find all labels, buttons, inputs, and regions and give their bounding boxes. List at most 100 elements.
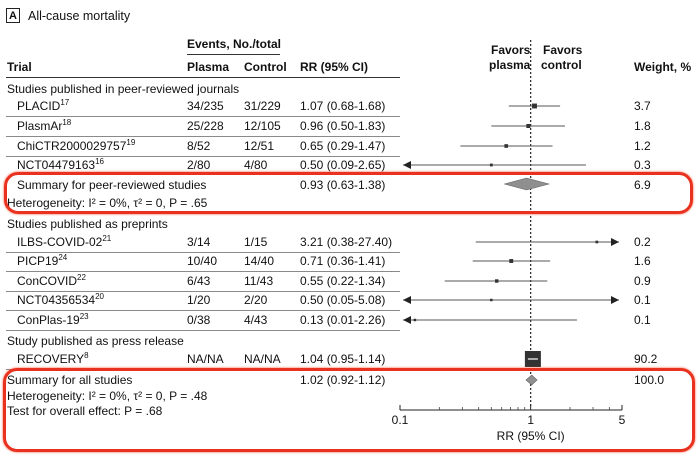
highlight-peer-summary <box>4 172 693 214</box>
weight-value: 0.1 <box>634 293 651 307</box>
effect-square <box>509 259 514 263</box>
favors-plasma-line1: Favors <box>491 43 531 57</box>
plasma-events: 34/235 <box>187 99 224 113</box>
study-name: NCT0435653420 <box>17 292 104 308</box>
control-events: 2/20 <box>244 293 268 307</box>
study-ref: 20 <box>95 292 104 301</box>
study-name: PlasmAr18 <box>17 118 72 134</box>
arrow-right-marker <box>611 296 619 304</box>
pooled-diamond <box>503 177 551 191</box>
arrow-left-marker <box>403 296 411 304</box>
row-divider <box>6 116 400 117</box>
trial-header: Trial <box>7 60 32 74</box>
favors-control-line2: control <box>541 58 582 72</box>
effect-square <box>495 279 499 283</box>
row-divider <box>6 271 400 272</box>
control-events: 12/51 <box>244 139 275 153</box>
effect-square <box>595 240 599 244</box>
control-events: 12/105 <box>244 119 281 133</box>
summary-all-rr: 1.02 (0.92-1.12) <box>300 373 386 387</box>
control-header: Control <box>244 60 287 74</box>
x-axis-label: RR (95% CI) <box>497 429 565 443</box>
study-name: ILBS-COVID-0221 <box>17 234 112 250</box>
weight-value: 0.1 <box>634 313 651 327</box>
rr-value: 0.13 (0.01-2.26) <box>300 313 386 327</box>
row-divider <box>6 291 400 292</box>
plasma-events: 2/80 <box>187 158 211 172</box>
weight-header: Weight, % <box>634 60 692 74</box>
group-title-preprints: Studies published as preprints <box>7 217 168 231</box>
rr-value: 0.65 (0.29-1.47) <box>300 139 386 153</box>
study-ref: 21 <box>102 234 112 243</box>
rr-value: 1.04 (0.95-1.14) <box>300 352 386 366</box>
highlight-overall-summary <box>3 368 695 452</box>
study-ref: 23 <box>79 312 89 321</box>
x-axis-tick-label: 5 <box>619 413 626 427</box>
header-rule <box>6 77 400 78</box>
rr-value: 0.50 (0.09-2.65) <box>300 158 386 172</box>
rr-value: 1.07 (0.68-1.68) <box>300 99 386 113</box>
plasma-events: NA/NA <box>187 352 224 366</box>
study-ref: 8 <box>84 351 89 360</box>
plasma-header: Plasma <box>187 60 230 74</box>
weight-value: 1.6 <box>634 254 651 268</box>
control-events: NA/NA <box>244 352 281 366</box>
study-name: PICP1924 <box>17 253 68 269</box>
row-divider <box>6 310 400 311</box>
rr-value: 3.21 (0.38-27.40) <box>300 235 393 249</box>
study-ref: 16 <box>95 157 104 166</box>
arrow-right-marker <box>611 238 619 246</box>
control-events: 4/80 <box>244 158 268 172</box>
rr-header: RR (95% CI) <box>300 60 369 74</box>
plasma-events: 6/43 <box>187 274 211 288</box>
summary-all-heterogeneity: Heterogeneity: I² = 0%, τ² = 0, P = .48 <box>7 389 208 403</box>
effect-square <box>489 163 493 167</box>
group-title-peer: Studies published in peer-reviewed journ… <box>7 82 240 96</box>
summary-peer-heterogeneity: Heterogeneity: I² = 0%, τ² = 0, P = .65 <box>7 196 208 210</box>
events-underline <box>187 54 280 55</box>
weight-value: 3.7 <box>634 99 651 113</box>
control-events: 11/43 <box>244 274 274 288</box>
favors-control-line1: Favors <box>543 43 583 57</box>
x-axis-tick-label: 0.1 <box>392 413 409 427</box>
study-ref: 24 <box>58 253 68 262</box>
plasma-events: 8/52 <box>187 139 211 153</box>
rr-value: 0.50 (0.05-5.08) <box>300 293 386 307</box>
weight-value: 0.2 <box>634 235 651 249</box>
rr-value: 0.71 (0.36-1.41) <box>300 254 386 268</box>
control-events: 1/15 <box>244 235 268 249</box>
rr-value: 0.96 (0.50-1.83) <box>300 119 386 133</box>
effect-square <box>526 123 531 129</box>
study-name: ConCOVID22 <box>17 273 86 289</box>
weight-value: 0.9 <box>634 274 651 288</box>
effect-square <box>490 298 493 302</box>
study-ref: 17 <box>60 98 70 107</box>
study-name: PLACID17 <box>17 98 70 114</box>
plasma-events: 0/38 <box>187 313 211 327</box>
pooled-diamond <box>525 374 538 386</box>
plasma-events: 3/14 <box>187 235 211 249</box>
row-divider <box>6 330 400 331</box>
summary-peer-rr: 0.93 (0.63-1.38) <box>300 178 386 192</box>
panel-title: All-cause mortality <box>28 9 131 23</box>
study-name: ConPlas-1923 <box>17 312 89 328</box>
group-title-press: Study published as press release <box>7 334 184 348</box>
row-divider <box>6 252 400 253</box>
arrow-left-marker <box>403 161 411 169</box>
rr-value: 0.55 (0.22-1.34) <box>300 274 386 288</box>
summary-all-weight: 100.0 <box>634 373 665 387</box>
weight-value: 1.2 <box>634 139 651 153</box>
weight-value: 0.3 <box>634 158 651 172</box>
study-name: ChiCTR200002975719 <box>17 138 136 154</box>
favors-plasma-line2: plasma <box>489 58 531 72</box>
control-events: 4/43 <box>244 313 268 327</box>
row-divider <box>6 156 400 157</box>
study-ref: 22 <box>77 273 86 282</box>
study-ref: 18 <box>62 118 72 127</box>
effect-square <box>504 144 509 148</box>
x-axis-tick-label: 1 <box>527 413 534 427</box>
panel-letter: A <box>6 8 20 23</box>
plasma-events: 25/228 <box>187 119 224 133</box>
study-ref: 19 <box>126 138 136 147</box>
